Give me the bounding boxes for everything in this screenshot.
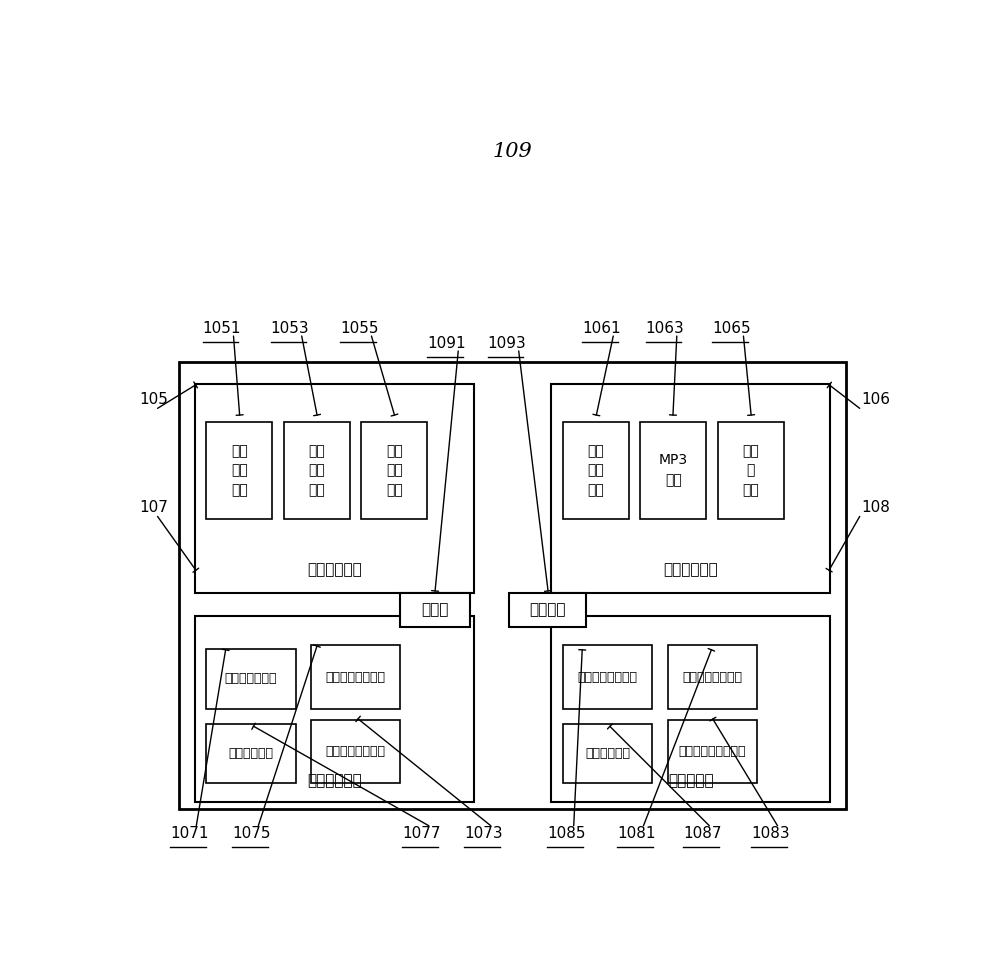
Text: 1081: 1081 bbox=[617, 826, 656, 840]
Bar bbox=[718, 422, 784, 519]
Text: 障碍物探头: 障碍物探头 bbox=[668, 773, 714, 789]
Text: MP3
模块: MP3 模块 bbox=[659, 453, 688, 487]
Text: 1053: 1053 bbox=[271, 321, 309, 336]
Text: 1073: 1073 bbox=[464, 826, 503, 840]
Text: 1091: 1091 bbox=[427, 336, 466, 351]
Bar bbox=[195, 616, 474, 802]
Bar bbox=[206, 650, 296, 709]
Text: 1061: 1061 bbox=[582, 321, 621, 336]
Bar bbox=[668, 720, 757, 783]
Text: 存储模块: 存储模块 bbox=[529, 602, 566, 618]
Bar bbox=[206, 422, 272, 519]
Text: 第一功能按键: 第一功能按键 bbox=[307, 561, 362, 577]
Text: 1087: 1087 bbox=[683, 826, 722, 840]
Bar bbox=[551, 384, 830, 593]
Text: 视频识别探头: 视频识别探头 bbox=[307, 773, 362, 789]
Bar bbox=[563, 646, 652, 709]
Bar bbox=[563, 724, 652, 783]
Text: 107: 107 bbox=[139, 500, 168, 515]
Text: 1093: 1093 bbox=[488, 336, 526, 351]
Text: 106: 106 bbox=[861, 392, 890, 407]
Text: 语音
导航
模块: 语音 导航 模块 bbox=[231, 443, 248, 497]
Bar bbox=[361, 422, 427, 519]
Text: 障碍物距离探测模块: 障碍物距离探测模块 bbox=[678, 745, 746, 758]
Text: 109: 109 bbox=[493, 142, 532, 162]
Bar bbox=[179, 362, 846, 809]
Text: 行走轨迹记录模块: 行走轨迹记录模块 bbox=[326, 745, 386, 758]
Text: 108: 108 bbox=[861, 500, 890, 515]
Bar bbox=[640, 422, 706, 519]
Text: 第二功能按键: 第二功能按键 bbox=[663, 561, 718, 577]
Text: 天气
预报
模块: 天气 预报 模块 bbox=[587, 443, 604, 497]
Text: 1077: 1077 bbox=[402, 826, 441, 840]
Text: 静止物体探测模块: 静止物体探测模块 bbox=[682, 671, 742, 683]
Bar bbox=[206, 724, 296, 783]
Bar bbox=[284, 422, 350, 519]
Text: 1063: 1063 bbox=[646, 321, 685, 336]
Text: 路面探测模块: 路面探测模块 bbox=[585, 747, 630, 760]
Text: 语音
通话
模块: 语音 通话 模块 bbox=[386, 443, 403, 497]
Bar bbox=[400, 593, 470, 626]
Text: 主芯片: 主芯片 bbox=[421, 602, 449, 618]
Text: 收音
机
模块: 收音 机 模块 bbox=[742, 443, 759, 497]
Bar bbox=[509, 593, 586, 626]
Bar bbox=[311, 646, 400, 709]
Text: 1085: 1085 bbox=[547, 826, 586, 840]
Bar bbox=[563, 422, 629, 519]
Text: 1071: 1071 bbox=[170, 826, 208, 840]
Text: 1051: 1051 bbox=[202, 321, 241, 336]
Text: 紧急
营救
模块: 紧急 营救 模块 bbox=[308, 443, 325, 497]
Text: 1075: 1075 bbox=[232, 826, 270, 840]
Text: 危险模式报警模块: 危险模式报警模块 bbox=[326, 671, 386, 683]
Text: 1065: 1065 bbox=[712, 321, 751, 336]
Bar bbox=[195, 384, 474, 593]
Text: 红绿灯识别模块: 红绿灯识别模块 bbox=[225, 673, 277, 685]
Text: 1083: 1083 bbox=[751, 826, 790, 840]
Text: 光线识别模块: 光线识别模块 bbox=[228, 747, 273, 760]
Text: 105: 105 bbox=[139, 392, 168, 407]
Bar bbox=[668, 646, 757, 709]
Bar bbox=[551, 616, 830, 802]
Text: 运动物体探测模块: 运动物体探测模块 bbox=[577, 671, 637, 683]
Bar bbox=[311, 720, 400, 783]
Text: 1055: 1055 bbox=[340, 321, 379, 336]
